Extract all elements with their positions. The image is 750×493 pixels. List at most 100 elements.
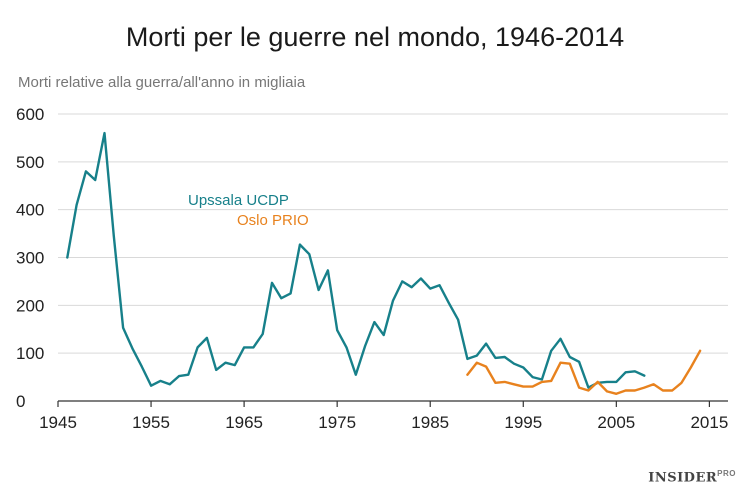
data-point [215, 369, 218, 371]
data-point [392, 299, 394, 302]
x-tick-label: 1955 [132, 413, 170, 432]
data-point [689, 366, 692, 369]
series-line-upssala-ucdp [66, 131, 646, 389]
data-point [485, 365, 487, 368]
data-point [429, 287, 432, 290]
data-point [559, 361, 562, 364]
y-tick-label: 0 [16, 392, 25, 411]
y-tick-label: 600 [16, 105, 44, 124]
data-point [671, 389, 674, 392]
data-point [568, 356, 571, 358]
data-point [466, 358, 469, 360]
brand-suffix: PRO [717, 468, 736, 478]
x-tick-label: 2005 [597, 413, 635, 432]
insider-pro-logo: INSIDERPRO [648, 469, 736, 485]
data-point [531, 376, 534, 378]
data-point [364, 345, 366, 347]
data-point [205, 336, 208, 339]
data-point [336, 329, 339, 332]
data-point [317, 289, 320, 291]
series-line-oslo-prio [466, 349, 702, 395]
data-point [271, 281, 273, 284]
y-tick-label: 300 [16, 249, 44, 268]
data-point [410, 286, 413, 289]
data-point [168, 383, 171, 386]
data-point [447, 302, 450, 304]
series-lines [66, 131, 702, 395]
data-point [522, 366, 525, 369]
data-point [531, 385, 534, 388]
data-point [652, 383, 655, 386]
data-point [196, 346, 199, 349]
data-point [522, 385, 525, 388]
data-point [513, 383, 515, 386]
data-point [299, 243, 301, 246]
y-axis-label: Morti relative alla guerra/all'anno in m… [18, 74, 306, 91]
data-point [615, 380, 618, 383]
data-point [485, 342, 487, 345]
x-tick-label: 2015 [690, 413, 728, 432]
data-point [624, 389, 627, 392]
data-point [224, 361, 227, 364]
x-tick-label: 1945 [39, 413, 77, 432]
data-point [615, 392, 618, 395]
data-point [252, 346, 255, 349]
data-point [159, 380, 162, 382]
data-point [661, 389, 664, 392]
data-point [382, 334, 385, 336]
data-point [475, 354, 478, 357]
labels: 0 100 200 300 400 500 600 1945 1955 1965 1975 1985 1… [16, 105, 728, 432]
data-point [131, 347, 134, 350]
series-label: Upssala UCDP [188, 192, 289, 209]
data-point [466, 373, 469, 376]
data-point [94, 179, 97, 181]
data-point [289, 292, 292, 295]
data-point [634, 370, 636, 373]
data-point [587, 386, 590, 389]
data-point [550, 349, 553, 352]
data-point [150, 384, 152, 387]
data-point [345, 346, 348, 349]
data-point [280, 297, 283, 300]
data-point [308, 253, 311, 256]
data-point [494, 357, 497, 359]
data-point [438, 284, 441, 287]
data-point [420, 277, 422, 280]
data-point [140, 365, 143, 368]
data-point [112, 235, 115, 237]
data-point [326, 269, 329, 272]
data-point [373, 321, 376, 323]
data-point [578, 360, 581, 363]
x-tick-label: 1995 [504, 413, 542, 432]
data-point [540, 378, 543, 381]
x-tick-label: 1985 [411, 413, 449, 432]
data-point [568, 362, 571, 365]
data-point [103, 132, 106, 135]
data-point [503, 380, 506, 383]
data-point [243, 346, 246, 349]
data-point [606, 380, 608, 383]
series-label: Oslo PRIO [237, 212, 309, 229]
data-point [624, 371, 627, 374]
y-tick-label: 200 [16, 296, 44, 315]
chart-title: Morti per le guerre nel mondo, 1946-2014 [125, 22, 625, 52]
y-tick-label: 100 [16, 344, 44, 363]
x-tick-label: 1965 [225, 413, 263, 432]
data-point [550, 380, 553, 382]
data-point [85, 170, 87, 173]
data-point [261, 333, 264, 335]
data-point [494, 381, 497, 384]
data-point [457, 318, 460, 321]
data-point [233, 364, 236, 367]
data-point [643, 374, 646, 377]
data-point [559, 337, 562, 340]
data-point [578, 386, 581, 389]
data-point [401, 280, 404, 283]
y-tick-label: 500 [16, 153, 44, 172]
data-point [503, 356, 506, 358]
data-point [75, 203, 78, 206]
y-tick-label: 400 [16, 201, 44, 220]
data-point [587, 389, 590, 392]
data-point [513, 362, 515, 365]
